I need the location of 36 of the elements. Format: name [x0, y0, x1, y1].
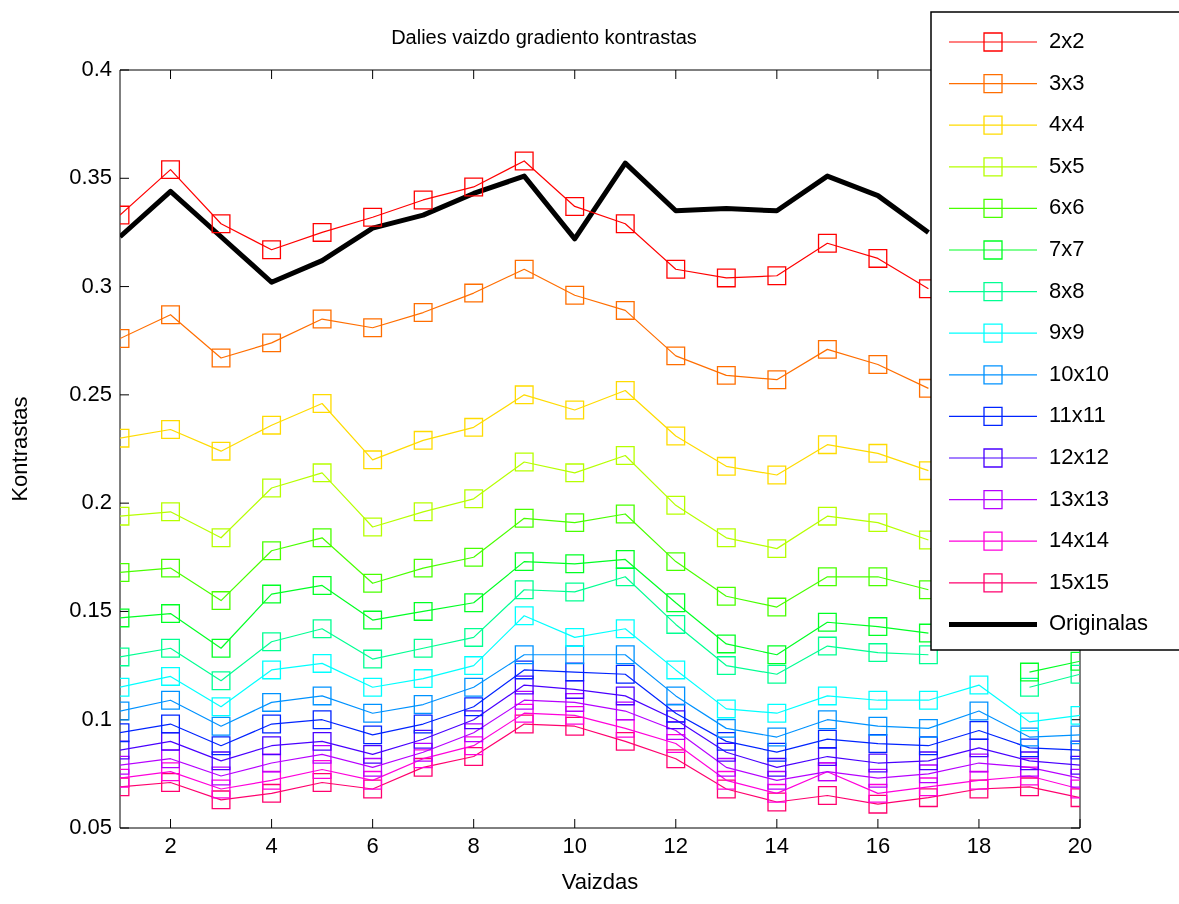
y-tick-label: 0.35: [69, 164, 112, 190]
y-axis-title: Kontrastas: [7, 396, 33, 502]
legend-label: 5x5: [1049, 152, 1085, 178]
legend-label: 15x15: [1049, 568, 1109, 594]
legend-label: 4x4: [1049, 111, 1085, 137]
x-tick-label: 4: [265, 833, 278, 859]
legend-label: 14x14: [1049, 527, 1109, 553]
legend-label: 7x7: [1049, 236, 1085, 262]
x-tick-label: 10: [562, 833, 587, 859]
x-tick-label: 20: [1067, 833, 1093, 859]
x-tick-label: 12: [663, 833, 689, 859]
legend-label: 8x8: [1049, 277, 1085, 303]
y-tick-label: 0.1: [81, 705, 112, 731]
x-tick-label: 14: [764, 833, 790, 859]
y-tick-label: 0.15: [69, 597, 112, 623]
y-tick-label: 0.2: [81, 489, 112, 515]
y-tick-label: 0.05: [69, 814, 112, 840]
chart-title: Dalies vaizdo gradiento kontrastas: [391, 25, 697, 48]
y-tick-label: 0.4: [81, 56, 112, 82]
legend-label: 6x6: [1049, 194, 1085, 220]
legend-label: 11x11: [1049, 402, 1106, 428]
legend-label: 2x2: [1049, 28, 1085, 54]
legend-label: 13x13: [1049, 485, 1109, 511]
legend-label: Originalas: [1049, 610, 1149, 636]
x-tick-label: 8: [467, 833, 480, 859]
legend-label: 3x3: [1049, 69, 1085, 95]
x-tick-label: 6: [366, 833, 379, 859]
legend-label: 12x12: [1049, 444, 1109, 470]
legend-label: 10x10: [1049, 360, 1109, 386]
x-tick-label: 18: [966, 833, 992, 859]
x-tick-label: 2: [164, 833, 177, 859]
x-tick-label: 16: [865, 833, 891, 859]
x-axis-title: Vaizdas: [561, 868, 639, 894]
y-tick-label: 0.25: [69, 380, 112, 406]
y-tick-label: 0.3: [81, 272, 112, 298]
legend-label: 9x9: [1049, 319, 1085, 345]
